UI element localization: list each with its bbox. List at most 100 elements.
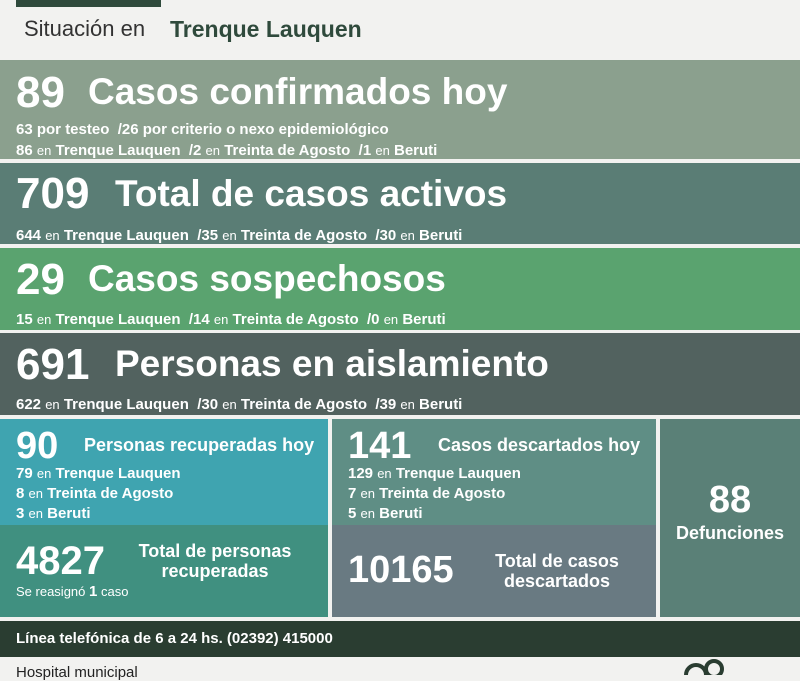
count: 3 xyxy=(16,505,25,522)
en: en xyxy=(360,486,375,501)
municipality-logo-icon xyxy=(684,659,724,675)
header-prefix: Situación en xyxy=(24,16,146,41)
en: en xyxy=(377,466,392,481)
discarded-today-box: 141 Casos descartados hoy 129 en Trenque… xyxy=(332,419,656,525)
place: Trenque Lauquen xyxy=(395,465,521,482)
suspected-number: 29 xyxy=(16,255,65,304)
count: 15 xyxy=(16,311,33,328)
en: en xyxy=(45,397,60,412)
recovered-today-title: Personas recuperadas hoy xyxy=(84,435,315,455)
top-accent-bar xyxy=(16,0,161,7)
confirmed-line2: 86 en Trenque Lauquen /2 en Treinta de A… xyxy=(16,142,437,159)
recovered-total-box: 4827 Total de personas recuperadas Se re… xyxy=(0,525,328,617)
confirmed-title: Casos confirmados hoy xyxy=(88,71,508,112)
en: en xyxy=(383,312,399,327)
place: Beruti xyxy=(402,311,446,328)
en: en xyxy=(28,506,43,521)
count: 8 xyxy=(16,485,25,502)
en: en xyxy=(400,397,415,412)
place: Treinta de Agosto xyxy=(379,485,506,502)
en: en xyxy=(36,312,52,327)
isolation-title: Personas en aislamiento xyxy=(115,343,549,384)
discarded-total-title: Total de casos descartados xyxy=(482,551,632,591)
en: en xyxy=(222,397,237,412)
confirmed-band: 89 Casos confirmados hoy 63 por testeo /… xyxy=(0,60,800,159)
place: Treinta de Agosto xyxy=(232,311,359,328)
deaths-number: 88 xyxy=(708,479,752,521)
en: en xyxy=(36,466,52,481)
place: Beruti xyxy=(393,142,438,159)
place: Trenque Lauquen xyxy=(55,311,181,328)
place: Trenque Lauquen xyxy=(55,142,181,159)
recovered-total-number: 4827 xyxy=(16,539,105,583)
note-text: caso xyxy=(100,584,129,599)
phone-bar: Línea telefónica de 6 a 24 hs. (02392) 4… xyxy=(0,621,800,657)
page-header: Situación en Trenque Lauquen xyxy=(0,8,800,60)
discarded-today-number: 141 xyxy=(348,425,412,467)
count: 63 xyxy=(16,121,33,138)
recovered-row: 79 en Trenque Lauquen xyxy=(16,465,181,482)
title-line: Total de personas xyxy=(138,541,292,561)
recovered-row: 3 en Beruti xyxy=(16,505,91,522)
suspected-band: 29 Casos sospechosos 15 en Trenque Lauqu… xyxy=(0,248,800,330)
place: Trenque Lauquen xyxy=(63,227,189,244)
en: en xyxy=(222,228,237,243)
place: Beruti xyxy=(379,505,423,522)
count: 644 xyxy=(16,227,42,244)
isolation-line: 622 en Trenque Lauquen /30 en Treinta de… xyxy=(16,396,462,413)
reassigned-note: Se reasignó 1 caso xyxy=(16,583,128,600)
en: en xyxy=(213,312,229,327)
place: Treinta de Agosto xyxy=(240,396,367,413)
en: en xyxy=(45,228,60,243)
discarded-row: 5 en Beruti xyxy=(348,505,423,522)
place: Treinta de Agosto xyxy=(224,142,351,159)
place: Trenque Lauquen xyxy=(55,465,181,482)
footer-text: Hospital municipal xyxy=(16,664,138,681)
deaths-title: Defunciones xyxy=(675,523,785,543)
count: 5 xyxy=(348,505,357,522)
en: en xyxy=(375,143,390,158)
title-line: Total de casos xyxy=(495,551,619,571)
count: /0 xyxy=(367,311,380,328)
en: en xyxy=(360,506,375,521)
isolation-number: 691 xyxy=(16,340,90,389)
recovered-row: 8 en Treinta de Agosto xyxy=(16,485,173,502)
count: /1 xyxy=(358,142,372,159)
count: /26 xyxy=(117,121,139,138)
discarded-total-number: 10165 xyxy=(348,549,454,591)
place: Treinta de Agosto xyxy=(47,485,174,502)
note-count: 1 xyxy=(89,583,98,600)
phone-text: Línea telefónica de 6 a 24 hs. (02392) 4… xyxy=(16,630,333,647)
note-text: Se reasignó xyxy=(16,584,86,599)
recovered-today-box: 90 Personas recuperadas hoy 79 en Trenqu… xyxy=(0,419,328,525)
discarded-row: 129 en Trenque Lauquen xyxy=(348,465,521,482)
count: 79 xyxy=(16,465,33,482)
en: en xyxy=(28,486,43,501)
count: 7 xyxy=(348,485,357,502)
discarded-row: 7 en Treinta de Agosto xyxy=(348,485,505,502)
active-title: Total de casos activos xyxy=(115,173,508,214)
active-number: 709 xyxy=(16,169,90,218)
confirmed-line1: 63 por testeo /26 por criterio o nexo ep… xyxy=(16,121,389,138)
place: Beruti xyxy=(419,396,463,413)
suspected-line: 15 en Trenque Lauquen /14 en Treinta de … xyxy=(16,311,446,328)
recovered-total-title: Total de personas recuperadas xyxy=(135,541,295,581)
count: /35 xyxy=(197,227,219,244)
confirmed-number: 89 xyxy=(16,68,65,117)
count: 129 xyxy=(348,465,374,482)
title-line: recuperadas xyxy=(161,561,269,581)
title-line: descartados xyxy=(503,571,611,591)
active-band: 709 Total de casos activos 644 en Trenqu… xyxy=(0,163,800,244)
label: por testeo xyxy=(36,121,110,138)
place: Beruti xyxy=(419,227,463,244)
deaths-box: 88 Defunciones xyxy=(660,419,800,617)
place: Treinta de Agosto xyxy=(240,227,367,244)
place: Beruti xyxy=(47,505,91,522)
recovered-today-number: 90 xyxy=(16,425,59,467)
en: en xyxy=(36,143,52,158)
en: en xyxy=(205,143,221,158)
count: /30 xyxy=(197,396,219,413)
en: en xyxy=(400,228,415,243)
isolation-band: 691 Personas en aislamiento 622 en Trenq… xyxy=(0,333,800,415)
count: /39 xyxy=(375,396,397,413)
